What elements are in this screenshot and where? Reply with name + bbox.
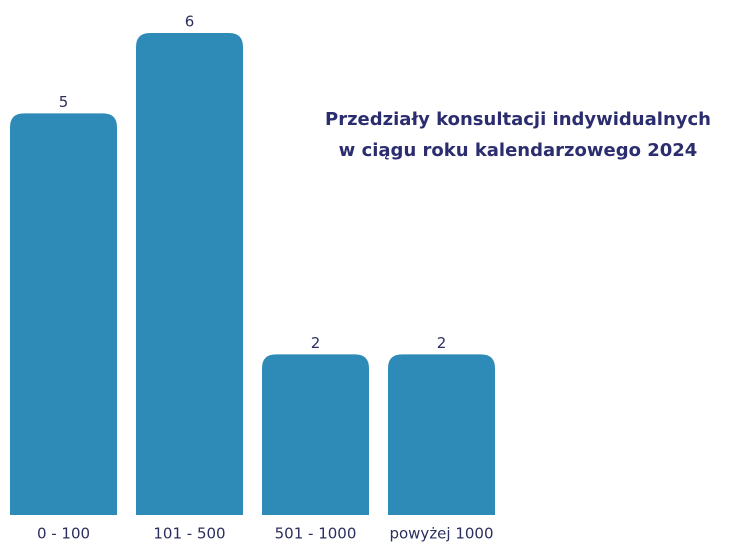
x-tick-label: 501 - 1000 <box>275 525 357 543</box>
bar <box>136 33 243 515</box>
chart-title: w ciągu roku kalendarzowego 2024 <box>339 140 698 161</box>
bar <box>262 354 369 515</box>
bar <box>388 354 495 515</box>
chart-title: Przedziały konsultacji indywidualnych <box>325 109 711 130</box>
x-tick-label: 101 - 500 <box>153 525 225 543</box>
bar <box>10 113 117 515</box>
data-label: 6 <box>185 13 195 31</box>
data-label: 5 <box>59 93 69 111</box>
data-label: 2 <box>311 334 321 352</box>
x-tick-label: 0 - 100 <box>37 525 90 543</box>
data-label: 2 <box>437 334 447 352</box>
x-tick-label: powyżej 1000 <box>389 525 493 543</box>
